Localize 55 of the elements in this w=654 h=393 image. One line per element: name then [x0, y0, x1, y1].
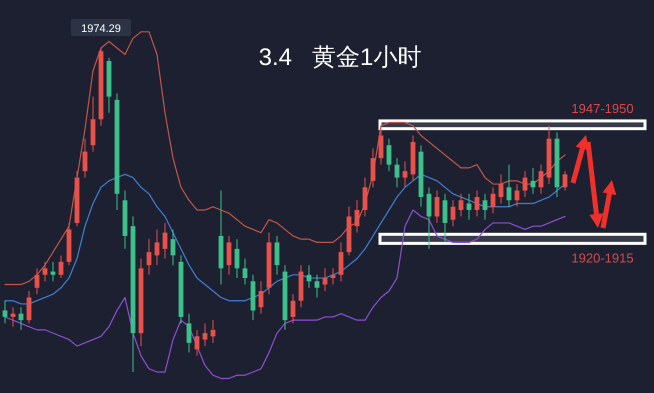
candlestick — [146, 238, 152, 276]
annotation: 1974.29 — [81, 23, 121, 35]
candlestick — [306, 264, 312, 288]
candlestick — [242, 258, 248, 286]
candlestick — [330, 268, 336, 286]
candlestick — [258, 280, 264, 314]
candlestick — [562, 170, 568, 192]
candlestick — [210, 320, 216, 344]
candlestick — [530, 167, 536, 194]
candlestick — [378, 128, 384, 166]
candlestick — [202, 322, 208, 347]
candlestick — [338, 242, 344, 282]
candlestick — [474, 190, 480, 217]
candlestick — [482, 193, 488, 220]
candlestick — [170, 228, 176, 266]
candlestick — [82, 138, 88, 178]
candlestick — [234, 238, 240, 279]
candlestick — [354, 200, 360, 234]
candlestick — [458, 193, 464, 217]
candlestick — [314, 274, 320, 298]
candlestick — [442, 193, 448, 243]
candlestick — [18, 306, 24, 330]
candlestick — [274, 235, 280, 276]
candlestick — [506, 164, 512, 208]
candlestick — [154, 228, 160, 266]
band-label: 1947-1950 — [571, 100, 634, 116]
candlestick — [322, 268, 328, 292]
candlestick — [50, 261, 56, 282]
band-label: 1920-1915 — [571, 250, 634, 266]
candlestick — [434, 190, 440, 224]
candlestick — [514, 184, 520, 208]
candlestick — [186, 313, 192, 354]
candlestick — [426, 186, 432, 250]
candlestick — [522, 170, 528, 198]
candlestick — [450, 200, 456, 227]
candlestick — [394, 158, 400, 188]
candlestick — [290, 294, 296, 324]
candlestick — [194, 329, 200, 356]
candlestick — [2, 300, 8, 324]
candlestick — [34, 268, 40, 295]
candlestick — [362, 177, 368, 217]
candlestick — [466, 193, 472, 220]
candlestick — [538, 164, 544, 194]
candlestick — [386, 138, 392, 172]
candlestick — [26, 290, 32, 324]
candlestick — [162, 222, 168, 260]
candlestick — [58, 254, 64, 279]
candlestick — [10, 306, 16, 328]
chart-title: 3.4 黄金1小时 — [258, 44, 422, 71]
candlestick — [42, 261, 48, 282]
candlestick — [370, 148, 376, 188]
candlestick — [490, 186, 496, 214]
candlestick — [402, 160, 408, 188]
candlestick — [498, 174, 504, 204]
candlestick — [226, 235, 232, 276]
